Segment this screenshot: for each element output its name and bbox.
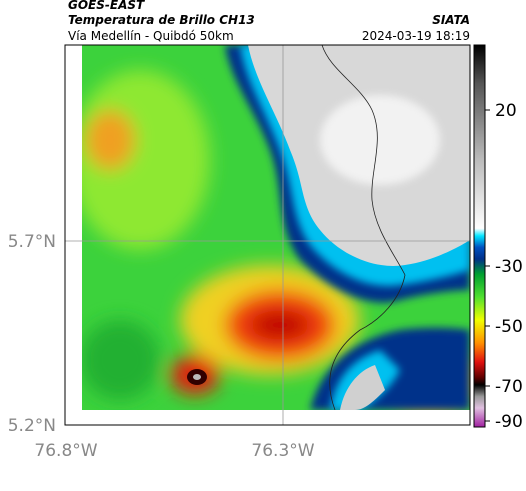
colorbar-tick-label: 20 bbox=[495, 101, 517, 121]
lon-label: 76.8°W bbox=[34, 441, 97, 461]
satellite: GOES-EAST bbox=[68, 0, 145, 12]
datetime: 2024-03-19 18:19 bbox=[362, 29, 470, 43]
lat-label: 5.7°N bbox=[8, 232, 56, 252]
colorbar-tick-label: -30 bbox=[495, 257, 523, 277]
region: Vía Medellín - Quibdó 50km bbox=[68, 29, 234, 43]
lon-label: 76.3°W bbox=[251, 441, 314, 461]
colorbar-ticks: 20 -30 -50 -70 -90 bbox=[485, 101, 523, 432]
product: Temperatura de Brillo CH13 bbox=[68, 13, 255, 27]
colorbar-tick-label: -90 bbox=[495, 412, 523, 432]
colorbar bbox=[473, 44, 486, 428]
map-area bbox=[64, 44, 471, 426]
colorbar-tick-label: -70 bbox=[495, 377, 523, 397]
lat-label: 5.2°N bbox=[8, 416, 56, 436]
source: SIATA bbox=[432, 13, 470, 27]
colorbar-tick-label: -50 bbox=[495, 317, 523, 337]
